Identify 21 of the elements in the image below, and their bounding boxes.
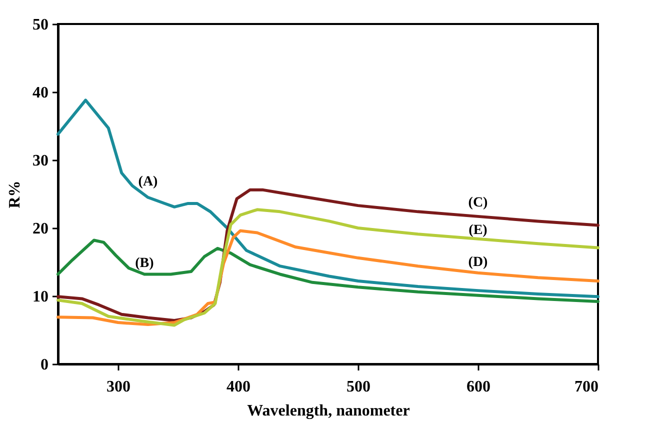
series-label: (C) [468,195,488,210]
y-tick-label: 10 [32,288,48,306]
series-label: (D) [468,254,488,270]
series-label: (E) [468,222,488,238]
y-tick-label: 0 [40,356,48,374]
y-tick-label: 40 [32,84,48,102]
x-tick-label: 700 [574,378,598,396]
x-tick-label: 300 [106,378,130,396]
y-tick-label: 30 [32,152,48,170]
x-axis-title: Wavelength, nanometer [247,402,410,420]
y-tick-label: 50 [32,16,48,34]
line-series [56,98,600,298]
series-label: (B) [135,256,154,272]
series-label: (A) [138,174,158,190]
y-axis-title: R% [6,180,24,208]
x-tick-label: 600 [466,378,490,396]
x-tick-label: 500 [346,378,370,396]
line-series [56,208,600,327]
x-tick-label: 400 [226,378,250,396]
y-tick-label: 20 [32,220,48,238]
line-series [56,238,600,303]
